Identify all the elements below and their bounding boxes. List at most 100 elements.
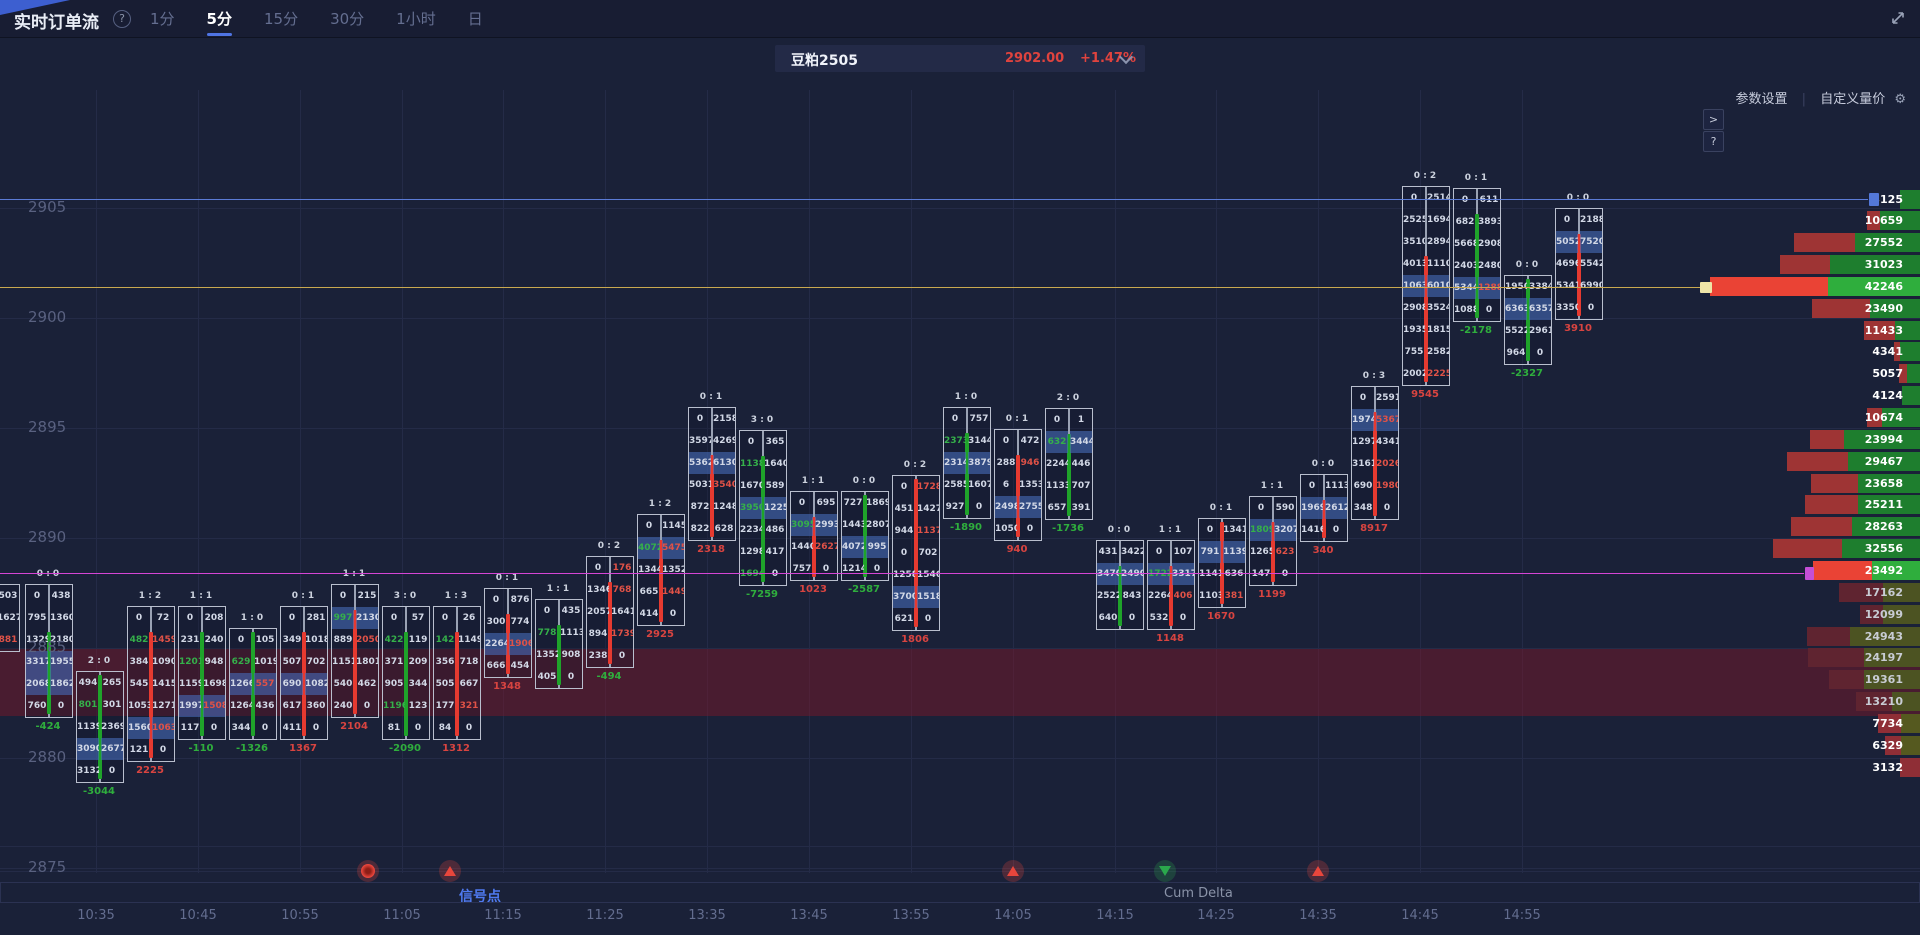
candle-line-down bbox=[455, 632, 459, 736]
column-delta-label: 2318 bbox=[697, 544, 725, 555]
candle-line-up bbox=[557, 625, 561, 685]
footprint-column: 0 72 482 1459 384 1090 545 1415 1053 1271 1560 1063… bbox=[127, 606, 175, 762]
bid-volume-cell: 117 bbox=[180, 723, 200, 733]
volume-profile-value: 4341 bbox=[1872, 345, 1903, 359]
volume-profile-value: 42246 bbox=[1864, 279, 1903, 293]
ask-volume-cell: 623 bbox=[1275, 547, 1295, 557]
ask-volume-cell: 757 bbox=[969, 414, 989, 424]
ask-volume-cell: 0 bbox=[312, 723, 320, 733]
imbalance-ratio-label: 1 : 3 bbox=[444, 591, 468, 601]
ask-volume-cell: 1415 bbox=[152, 679, 174, 689]
bid-volume-cell: 2522 bbox=[1097, 591, 1119, 601]
ask-volume-cell: 72 bbox=[156, 613, 170, 623]
magenta-price-line bbox=[0, 573, 1804, 574]
contract-price: 2902.00 bbox=[1005, 51, 1065, 66]
bid-volume-cell: 1440 bbox=[791, 542, 813, 552]
tab-timeframe-5[interactable]: 日 bbox=[467, 10, 483, 28]
collapse-icon[interactable] bbox=[1890, 10, 1906, 26]
time-axis-label: 13:35 bbox=[688, 908, 726, 923]
footprint-column: 431 3422 3470 2490 2522 843 640 0 bbox=[1096, 540, 1144, 630]
ask-volume-cell: 1090 bbox=[152, 657, 174, 667]
ask-volume-cell: 0 bbox=[57, 701, 65, 711]
custom-volume-price-link[interactable]: 自定义量价 bbox=[1820, 92, 1886, 107]
footprint-column: 0 57 422 119 371 209 905 344 1196 123 81 0 bbox=[382, 606, 430, 740]
candle-line-down bbox=[1373, 412, 1377, 516]
bid-volume-cell: 6 bbox=[1002, 480, 1010, 490]
ask-volume-cell: 1862 bbox=[50, 673, 72, 695]
bid-volume-cell: 0 bbox=[135, 613, 143, 623]
time-gridline bbox=[300, 90, 301, 873]
bid-volume-cell: 545 bbox=[129, 679, 149, 689]
price-gridline bbox=[0, 868, 1920, 869]
bid-volume-cell: 927 bbox=[945, 502, 965, 512]
tab-timeframe-4[interactable]: 1小时 bbox=[396, 10, 436, 28]
bid-volume-cell: 2002 bbox=[1403, 369, 1425, 379]
bid-volume-cell: 371 bbox=[384, 657, 404, 667]
bid-volume-cell: 0 bbox=[288, 613, 296, 623]
ask-volume-cell: 0 bbox=[1383, 503, 1391, 513]
bid-volume-cell: 0 bbox=[1410, 193, 1418, 203]
volume-profile-sell-bar bbox=[1867, 211, 1880, 231]
bid-volume-cell: 2068 bbox=[26, 673, 48, 695]
help-icon[interactable]: ? bbox=[113, 10, 131, 28]
imbalance-ratio-label: 0 : 3 bbox=[1362, 371, 1386, 381]
ask-volume-cell: 0 bbox=[1026, 524, 1034, 534]
ask-volume-cell: 0 bbox=[414, 723, 422, 733]
panel-help-button[interactable]: ? bbox=[1703, 131, 1724, 152]
ask-volume-cell: 774 bbox=[510, 617, 530, 627]
bid-volume-cell: 0 bbox=[1155, 547, 1163, 557]
bid-volume-cell: 964 bbox=[1506, 348, 1526, 358]
volume-profile-buy-bar bbox=[1830, 255, 1920, 275]
bid-volume-cell: 657 bbox=[1047, 503, 1067, 513]
tab-timeframe-0[interactable]: 1分 bbox=[150, 10, 175, 28]
ask-volume-cell: 628 bbox=[714, 524, 734, 534]
ask-volume-cell: 11109 bbox=[1427, 259, 1449, 269]
ask-volume-cell: 1019 bbox=[254, 657, 276, 667]
candle-line-down bbox=[506, 614, 510, 674]
footprint-column: 0 2158 3597 4269 5362 6130 5031 3540 872 1248 822 6… bbox=[688, 407, 736, 541]
imbalance-ratio-label: 1 : 0 bbox=[954, 392, 978, 402]
bid-volume-cell: 4072 bbox=[842, 536, 864, 558]
volume-profile-sell-bar bbox=[1839, 582, 1883, 602]
bid-volume-cell: 2525 bbox=[1403, 215, 1425, 225]
cum-delta-panel: Cum Delta bbox=[0, 882, 1920, 903]
column-delta-label: -1326 bbox=[236, 743, 268, 754]
volume-profile-value: 5057 bbox=[1872, 367, 1903, 381]
price-gridline bbox=[0, 428, 1920, 429]
expand-panel-button[interactable]: > bbox=[1703, 109, 1724, 130]
time-axis-label: 11:05 bbox=[383, 908, 421, 923]
bid-volume-cell: 0 bbox=[390, 613, 398, 623]
volume-profile-buy-bar bbox=[1864, 648, 1920, 668]
tab-timeframe-3[interactable]: 30分 bbox=[330, 10, 365, 28]
volume-profile-value: 23994 bbox=[1864, 432, 1903, 446]
contract-selector[interactable]: 豆粕2505 2902.00 +1.47% bbox=[775, 45, 1145, 72]
tab-timeframe-1[interactable]: 5分 bbox=[205, 0, 234, 38]
ask-volume-cell: 718 bbox=[459, 657, 479, 667]
ask-volume-cell: 702 bbox=[918, 548, 938, 558]
time-axis-label: 14:15 bbox=[1096, 908, 1134, 923]
column-delta-label: 9545 bbox=[1411, 389, 1439, 400]
bid-volume-cell: 3597 bbox=[689, 436, 711, 446]
ask-volume-cell: 2514 bbox=[1427, 193, 1449, 203]
column-delta-label: -2090 bbox=[389, 743, 421, 754]
param-settings-link[interactable]: 参数设置 bbox=[1735, 92, 1788, 107]
ask-volume-cell: 123 bbox=[408, 701, 428, 711]
ask-volume-cell: 1225 bbox=[764, 497, 786, 519]
ask-volume-cell: 1739 bbox=[611, 629, 633, 639]
bid-volume-cell: 2234 bbox=[740, 525, 762, 535]
ask-volume-cell: 1145 bbox=[662, 521, 684, 531]
imbalance-ratio-label: 0 : 0 bbox=[1515, 260, 1539, 270]
bid-volume-cell: 3510 bbox=[1403, 237, 1425, 247]
bid-volume-cell: 3161 bbox=[1352, 459, 1374, 469]
volume-profile-sell-bar bbox=[1829, 670, 1864, 690]
bid-volume-cell: 1997 bbox=[179, 695, 201, 717]
bid-volume-cell: 0 bbox=[237, 635, 245, 645]
ask-volume-cell: 636 bbox=[1224, 569, 1244, 579]
bid-volume-cell: 0 bbox=[33, 591, 41, 601]
bid-volume-cell: 2908 bbox=[1403, 303, 1425, 313]
tab-timeframe-2[interactable]: 15分 bbox=[263, 10, 299, 28]
bid-volume-cell: 5052 bbox=[1556, 231, 1578, 253]
bid-volume-cell: 760 bbox=[27, 701, 47, 711]
volume-profile-sell-bar bbox=[1856, 692, 1892, 712]
gear-icon[interactable]: ⚙ bbox=[1894, 92, 1906, 107]
